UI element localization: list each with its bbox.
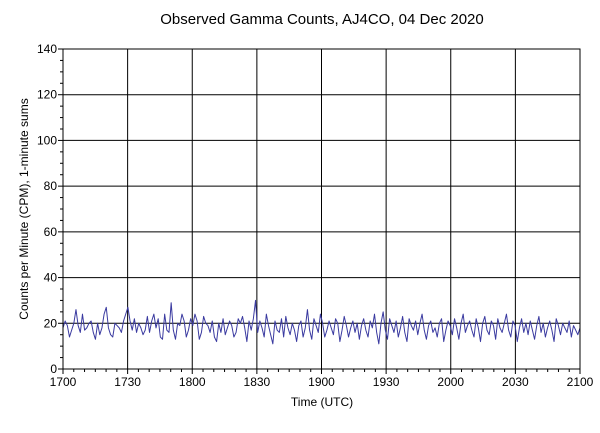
x-axis: 1700 1730 1800 1830 1900 1930 2000 2030 2100 xyxy=(50,369,594,389)
y-tick-label: 80 xyxy=(44,179,58,193)
y-tick-label: 140 xyxy=(37,42,57,56)
x-axis-label: Time (UTC) xyxy=(291,395,353,409)
series-line-1 xyxy=(62,299,581,345)
x-tick-label: 1700 xyxy=(50,375,77,389)
x-tick-label: 2100 xyxy=(567,375,594,389)
x-tick-label: 1800 xyxy=(179,375,206,389)
series-group xyxy=(62,299,581,345)
y-tick-label: 40 xyxy=(44,271,58,285)
y-tick-label: 0 xyxy=(50,362,57,376)
x-tick-label: 2000 xyxy=(437,375,464,389)
x-tick-label: 1930 xyxy=(373,375,400,389)
y-tick-label: 20 xyxy=(44,316,58,330)
x-tick-label: 1900 xyxy=(308,375,335,389)
y-tick-label: 120 xyxy=(37,88,57,102)
y-tick-label: 60 xyxy=(44,225,58,239)
grid-lines xyxy=(63,49,580,369)
y-axis-label: Counts per Minute (CPM), 1-minute sums xyxy=(17,98,31,319)
x-tick-label: 1730 xyxy=(114,375,141,389)
y-tick-label: 100 xyxy=(37,133,57,147)
x-tick-label: 1830 xyxy=(244,375,271,389)
x-tick-label: 2030 xyxy=(502,375,529,389)
chart-title: Observed Gamma Counts, AJ4CO, 04 Dec 202… xyxy=(160,11,484,28)
y-axis: 0 20 40 60 80 100 120 140 xyxy=(37,42,63,376)
